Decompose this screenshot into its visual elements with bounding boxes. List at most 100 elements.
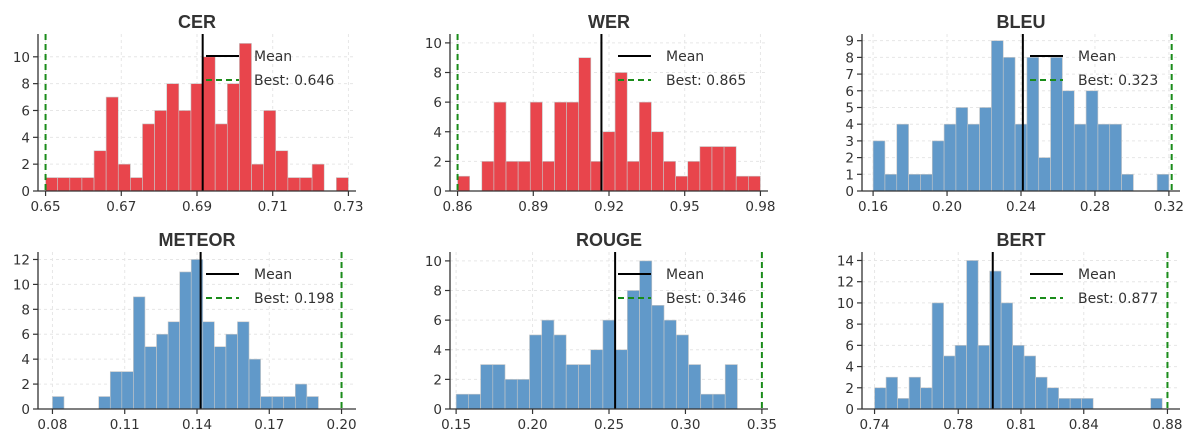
histogram-bar [239,43,252,192]
histogram-bar [299,177,313,192]
histogram-bar [1073,123,1087,192]
legend-mean-label: Mean [1078,267,1116,283]
histogram-bar [651,305,665,410]
x-tick-label: 0.98 [745,199,775,215]
histogram-bar [979,107,992,192]
histogram-bar [675,175,689,192]
y-tick-label: 0 [845,402,854,418]
histogram-bar [57,177,71,192]
x-tick-label: 0.69 [182,199,212,215]
legend-best-label: Best: 0.323 [1078,73,1158,89]
histogram-bar [202,321,215,410]
histogram-bar [626,161,640,192]
legend-mean-label: Mean [1078,49,1116,65]
histogram-bar [226,83,240,192]
histogram-bar [516,379,530,410]
histogram-bar [81,177,95,192]
x-tick-label: 0.78 [943,417,973,433]
x-tick-label: 0.65 [31,199,61,215]
histogram-bar [492,364,506,410]
histogram-bar [566,101,580,192]
panel-title-bleu: BLEU [997,12,1046,32]
x-tick-label: 0.30 [670,417,700,433]
legend-best-label: Best: 0.646 [254,73,334,89]
legend-best-label: Best: 0.865 [666,73,746,89]
x-tick-label: 0.81 [1006,417,1036,433]
histogram-bar [214,346,227,410]
histogram-bar [943,123,957,192]
histogram-bar [166,83,180,192]
y-tick-label: 2 [21,377,30,393]
histogram-bar [565,364,579,410]
panel-title-bert: BERT [997,230,1046,250]
histogram-bar [214,123,228,192]
histogram-bar [130,177,143,192]
legend-mean-label: Mean [666,267,704,283]
panel-title-wer: WER [588,12,630,32]
histogram-bar [989,270,1002,410]
y-tick-label: 0 [21,184,30,200]
histogram-bar [1156,173,1170,192]
histogram-bar [505,161,519,192]
histogram-bar [735,175,749,192]
histogram-bar [248,358,261,410]
histogram-bar [1081,398,1094,410]
histogram-bar [306,396,319,410]
y-tick-label: 8 [433,284,442,300]
y-tick-label: 4 [21,130,30,146]
legend: Mean Best: 0.865 [618,49,746,89]
histogram-bar [651,131,664,192]
x-tick-label: 0.92 [594,199,624,215]
y-tick-label: 4 [845,360,854,376]
histogram-bar [271,396,285,410]
histogram-bar [167,321,180,410]
histogram-bar [1121,173,1134,192]
histogram-bar [885,376,898,410]
histogram-bar [1150,398,1163,410]
panel-bert: BERT 0.74 0.78 0.81 0.84 0.88 0 2 4 6 8 10 12 14 Mean B… [837,230,1183,433]
x-tick-label: 0.35 [747,417,777,433]
panel-title-meteor: METEOR [158,230,235,250]
histogram-bar [121,371,134,410]
histogram-bar [724,364,738,410]
histogram-bar [991,40,1004,192]
histogram-bar [602,131,616,192]
y-tick-label: 0 [845,184,854,200]
histogram-bar [884,173,898,192]
histogram-bar [931,140,945,192]
y-tick-label: 8 [21,77,30,93]
y-tick-label: 2 [433,372,442,388]
panel-title-rouge: ROUGE [576,230,642,250]
y-tick-label: 12 [837,275,854,291]
histogram-bar [663,161,676,192]
histogram-bar [700,393,714,410]
histogram-bar [614,72,628,192]
histogram-bar [283,396,296,410]
x-tick-label: 0.15 [441,417,471,433]
legend-mean-label: Mean [254,49,292,65]
histogram-bar [251,163,264,192]
histogram-bar [723,146,737,192]
histogram-bar [179,271,192,410]
histogram-bar [920,173,933,192]
histogram-bar [154,110,168,192]
histogram-bar [493,101,507,192]
x-tick-label: 0.20 [932,199,962,215]
y-tick-label: 8 [845,317,854,333]
histogram-bar [481,161,495,192]
histogram-bar [336,177,349,192]
histogram-bar [1069,398,1082,410]
y-tick-label: 5 [845,100,854,116]
histogram-bar [52,396,65,410]
x-tick-label: 0.11 [110,417,140,433]
x-tick-label: 0.86 [443,199,473,215]
y-tick-label: 8 [433,66,442,82]
x-tick-label: 0.71 [258,199,288,215]
histogram-bar [109,371,123,410]
x-tick-label: 0.74 [860,417,890,433]
histogram-bar [156,333,169,410]
y-tick-label: 3 [845,134,854,150]
legend: Mean Best: 0.198 [206,267,334,307]
histogram-bar [590,349,604,410]
histogram-bar [190,83,204,192]
